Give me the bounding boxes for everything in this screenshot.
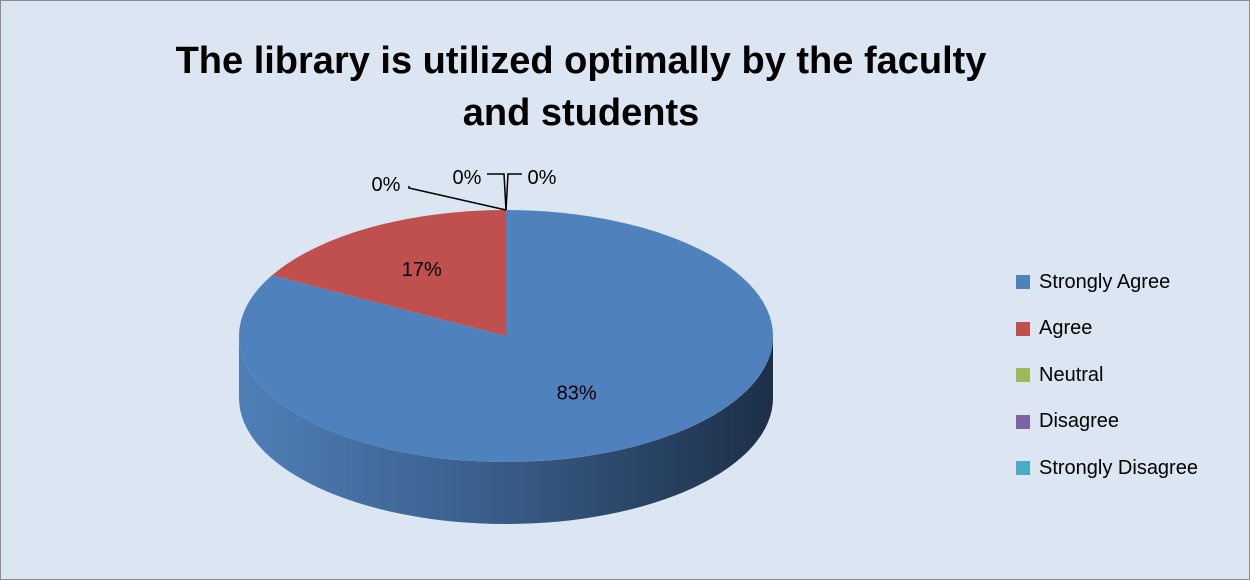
legend-swatch-strongly-agree (1016, 275, 1030, 290)
legend-label-disagree: Disagree (1039, 410, 1120, 433)
legend-item-disagree: Disagree (1016, 399, 1198, 446)
chart-title: The library is utilized optimally by the… (31, 35, 1131, 139)
legend-swatch-disagree (1016, 414, 1030, 429)
legend-label-strongly-agree: Strongly Agree (1039, 270, 1171, 293)
pie-top-face (239, 210, 774, 462)
pie-side-strongly-agree (239, 336, 773, 524)
leader-line-disagree (487, 173, 507, 211)
legend-item-strongly-agree: Strongly Agree (1016, 259, 1198, 306)
pie-side-wall (239, 336, 773, 524)
chart-title-line-2: and students (462, 92, 700, 134)
legend-label-neutral: Neutral (1039, 363, 1104, 386)
data-label-agree: 17% (402, 259, 442, 281)
chart-title-line-1: The library is utilized optimally by the… (175, 40, 987, 82)
data-label-strongly-disagree: 0% (528, 167, 557, 189)
legend-swatch-agree (1016, 321, 1030, 336)
data-label-disagree: 0% (453, 167, 482, 189)
leader-lines (408, 173, 522, 211)
legend-swatch-strongly-disagree (1016, 461, 1030, 476)
pie-slice-agree (272, 210, 506, 336)
legend-item-neutral: Neutral (1016, 352, 1198, 399)
legend-item-agree: Agree (1016, 306, 1198, 353)
legend-label-agree: Agree (1039, 317, 1093, 340)
legend: Strongly Agree Agree Neutral Disagree St… (1016, 259, 1198, 492)
data-labels: 83% 17% 0% 0% 0% (372, 167, 597, 404)
leader-line-strongly-disagree (505, 173, 522, 211)
leader-line-neutral (408, 186, 507, 211)
data-label-neutral: 0% (372, 174, 401, 196)
pie-slice-strongly-agree (239, 210, 774, 462)
legend-label-strongly-disagree: Strongly Disagree (1039, 456, 1198, 479)
legend-item-strongly-disagree: Strongly Disagree (1016, 445, 1198, 492)
data-label-strongly-agree: 83% (557, 382, 597, 404)
legend-swatch-neutral (1016, 368, 1030, 383)
